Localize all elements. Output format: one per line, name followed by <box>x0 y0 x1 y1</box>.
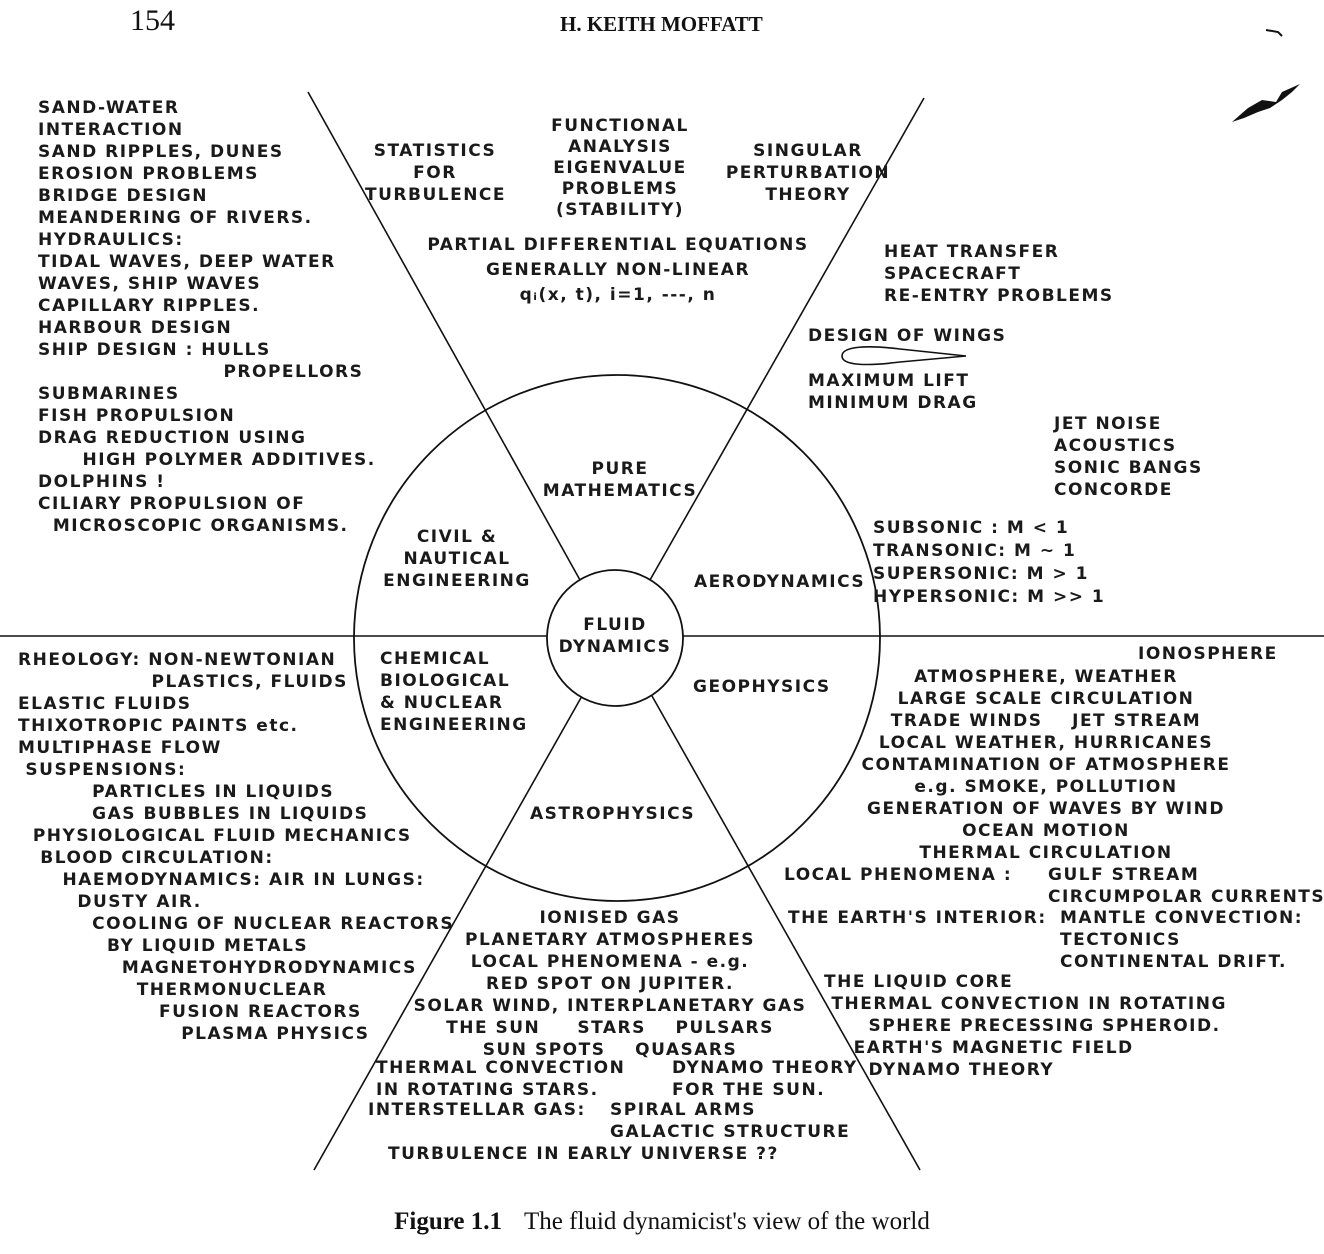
figure-caption-text: The fluid dynamicist's view of the world <box>524 1208 930 1235</box>
aero-wings-goals: MAXIMUM LIFT MINIMUM DRAG <box>808 371 978 413</box>
sector-civil-nautical: CIVIL & NAUTICAL ENGINEERING <box>383 527 531 591</box>
airfoil-icon <box>841 346 967 366</box>
astro-thermal-convection: THERMAL CONVECTION IN ROTATING STARS. <box>376 1058 626 1100</box>
inner-circle <box>546 569 684 707</box>
diagonal-line-right-upper <box>649 97 925 581</box>
figure-caption-label: Figure 1.1 <box>394 1208 503 1235</box>
astro-interstellar-label: INTERSTELLAR GAS: <box>368 1100 586 1120</box>
chemical-topics: RHEOLOGY: NON-NEWTONIAN PLASTICS, FLUIDS… <box>18 650 455 1044</box>
ink-speck <box>1265 29 1283 37</box>
geo-liquid-core: THE LIQUID CORE THERMAL CONVECTION IN RO… <box>824 972 1227 1080</box>
geo-interior-label: THE EARTH'S INTERIOR: <box>788 908 1047 928</box>
diagonal-line-left-lower <box>313 695 583 1171</box>
aero-heat-transfer: HEAT TRANSFER SPACECRAFT RE-ENTRY PROBLE… <box>884 242 1114 306</box>
math-singular-perturbation: SINGULAR PERTURBATION THEORY <box>725 141 891 205</box>
geo-main: ATMOSPHERE, WEATHER LARGE SCALE CIRCULAT… <box>861 667 1231 863</box>
page-number: 154 <box>130 4 175 37</box>
diagonal-line-right-lower <box>651 695 921 1171</box>
geo-local-label: LOCAL PHENOMENA : <box>784 865 1013 885</box>
astro-dynamo-theory: DYNAMO THEORY FOR THE SUN. <box>672 1058 858 1100</box>
sector-astrophysics: ASTROPHYSICS <box>530 804 696 824</box>
ink-speck <box>1232 84 1300 122</box>
aero-noise: JET NOISE ACOUSTICS SONIC BANGS CONCORDE <box>1054 414 1203 500</box>
aero-flow-regimes: SUBSONIC : M < 1 TRANSONIC: M ~ 1 SUPERS… <box>873 518 1106 607</box>
geo-ionosphere: IONOSPHERE <box>1138 644 1278 664</box>
math-statistics: STATISTICS FOR TURBULENCE <box>365 141 507 205</box>
sector-geophysics: GEOPHYSICS <box>693 677 831 697</box>
math-functional-analysis: FUNCTIONAL ANALYSIS EIGENVALUE PROBLEMS … <box>551 116 689 220</box>
astro-main: IONISED GAS PLANETARY ATMOSPHERES LOCAL … <box>413 908 807 1060</box>
math-pde: PARTIAL DIFFERENTIAL EQUATIONS GENERALLY… <box>427 235 809 305</box>
astro-interstellar-items: SPIRAL ARMS GALACTIC STRUCTURE <box>610 1100 851 1142</box>
sector-chemical: CHEMICAL BIOLOGICAL & NUCLEAR ENGINEERIN… <box>380 649 528 735</box>
geo-local-items: GULF STREAM CIRCUMPOLAR CURRENTS <box>1048 865 1324 907</box>
outer-circle <box>353 374 881 902</box>
astro-turbulence: TURBULENCE IN EARLY UNIVERSE ?? <box>388 1144 779 1164</box>
sector-pure-mathematics: PURE MATHEMATICS <box>542 459 698 501</box>
sector-aerodynamics: AERODYNAMICS <box>694 572 866 592</box>
aero-wings-title: DESIGN OF WINGS <box>808 326 1007 346</box>
diagonal-line-left-upper <box>307 91 581 581</box>
civil-topics: SAND-WATER INTERACTION SAND RIPPLES, DUN… <box>38 98 376 536</box>
center-label: FLUID DYNAMICS <box>558 615 672 657</box>
running-head: H. KEITH MOFFATT <box>560 12 763 36</box>
geo-interior-items: MANTLE CONVECTION: TECTONICS CONTINENTAL… <box>1060 908 1304 972</box>
figure-caption: Figure 1.1 The fluid dynamicist's view of… <box>0 1208 1324 1236</box>
